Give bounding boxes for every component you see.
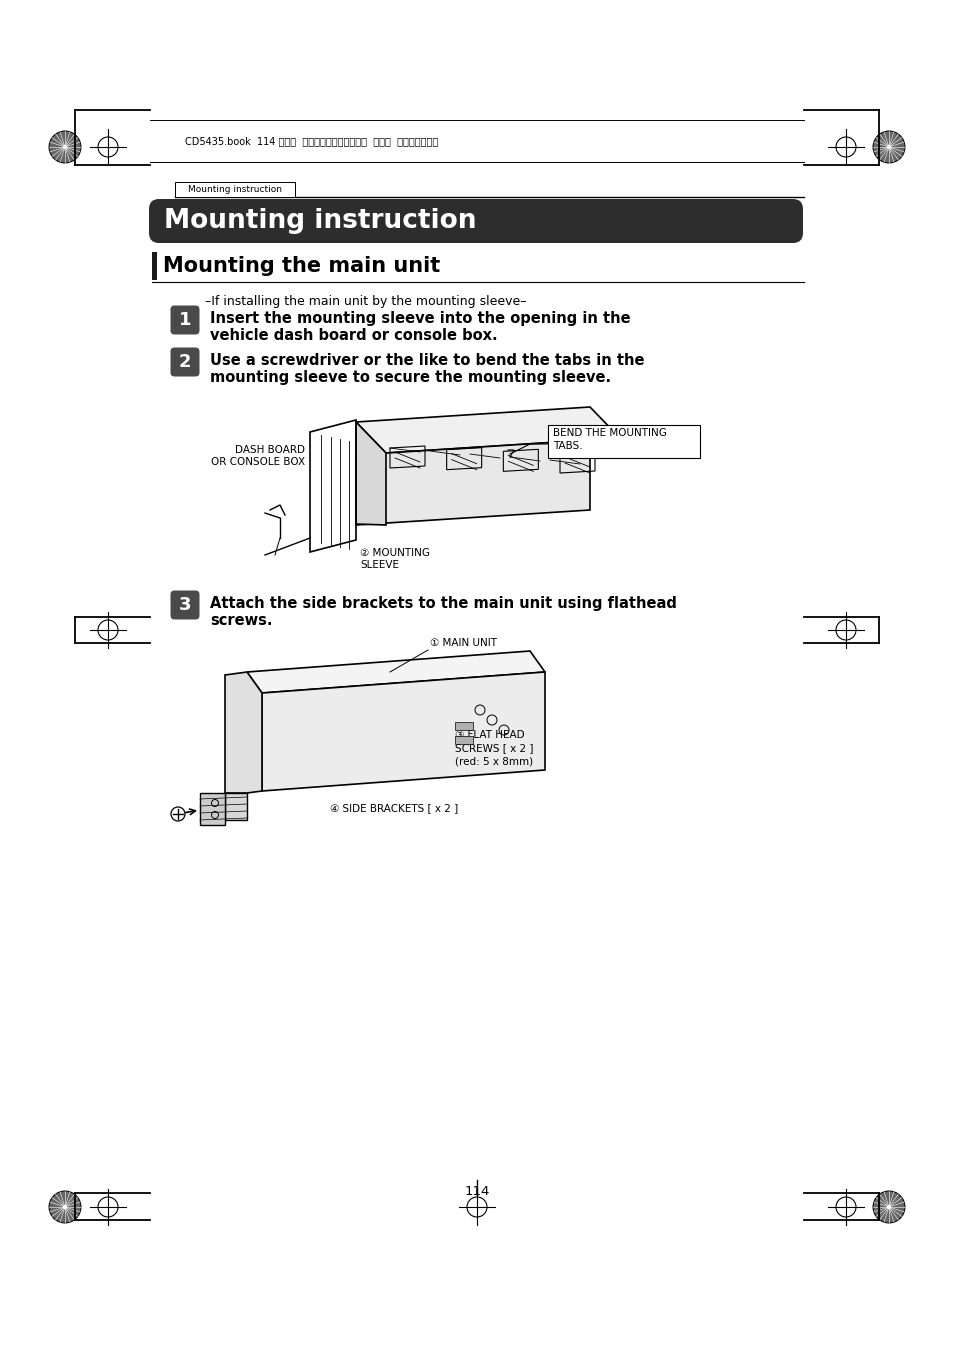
Text: ① MAIN UNIT: ① MAIN UNIT	[430, 638, 497, 648]
Text: BEND THE MOUNTING
TABS.: BEND THE MOUNTING TABS.	[553, 428, 666, 451]
Circle shape	[49, 1192, 81, 1223]
Text: Mounting the main unit: Mounting the main unit	[163, 255, 439, 276]
Bar	[152, 253, 157, 280]
FancyBboxPatch shape	[171, 347, 199, 377]
Circle shape	[872, 1192, 904, 1223]
Polygon shape	[225, 671, 262, 793]
Text: ② MOUNTING
SLEEVE: ② MOUNTING SLEEVE	[359, 549, 430, 570]
Polygon shape	[247, 651, 544, 693]
Circle shape	[886, 1205, 890, 1209]
Text: ④ SIDE BRACKETS [ x 2 ]: ④ SIDE BRACKETS [ x 2 ]	[330, 802, 457, 813]
Circle shape	[63, 1205, 67, 1209]
Circle shape	[49, 131, 81, 163]
Text: mounting sleeve to secure the mounting sleeve.: mounting sleeve to secure the mounting s…	[210, 370, 611, 385]
Text: 2: 2	[178, 353, 191, 372]
Text: ③ FLAT HEAD
SCREWS [ x 2 ]
(red: 5 x 8mm): ③ FLAT HEAD SCREWS [ x 2 ] (red: 5 x 8mm…	[455, 730, 533, 766]
Circle shape	[63, 145, 67, 149]
Text: Mounting instruction: Mounting instruction	[188, 185, 282, 195]
Text: CD5435.book  114 ページ  ２００４年１２月１１日  土曜日  午後５時２９分: CD5435.book 114 ページ ２００４年１２月１１日 土曜日 午後５時…	[185, 136, 437, 146]
Text: vehicle dash board or console box.: vehicle dash board or console box.	[210, 328, 497, 343]
Text: 1: 1	[178, 311, 191, 330]
Bar	[455, 736, 473, 744]
Circle shape	[886, 145, 890, 149]
Text: 114: 114	[464, 1185, 489, 1198]
Bar	[174, 182, 294, 197]
Polygon shape	[355, 440, 589, 526]
Polygon shape	[355, 407, 619, 453]
Text: Attach the side brackets to the main unit using flathead: Attach the side brackets to the main uni…	[210, 596, 677, 611]
FancyBboxPatch shape	[171, 305, 199, 335]
Text: DASH BOARD
OR CONSOLE BOX: DASH BOARD OR CONSOLE BOX	[211, 446, 305, 467]
Text: Use a screwdriver or the like to bend the tabs in the: Use a screwdriver or the like to bend th…	[210, 353, 644, 367]
Text: 3: 3	[178, 596, 191, 613]
Bar	[547, 426, 700, 458]
Text: screws.: screws.	[210, 613, 273, 628]
FancyBboxPatch shape	[149, 199, 802, 243]
Polygon shape	[200, 793, 225, 825]
Polygon shape	[225, 793, 247, 820]
FancyBboxPatch shape	[171, 590, 199, 620]
Bar	[455, 721, 473, 730]
Text: Mounting instruction: Mounting instruction	[164, 208, 476, 234]
Polygon shape	[355, 422, 386, 526]
Text: –If installing the main unit by the mounting sleeve–: –If installing the main unit by the moun…	[205, 295, 526, 308]
Circle shape	[872, 131, 904, 163]
Text: Insert the mounting sleeve into the opening in the: Insert the mounting sleeve into the open…	[210, 311, 630, 326]
Polygon shape	[262, 671, 544, 790]
